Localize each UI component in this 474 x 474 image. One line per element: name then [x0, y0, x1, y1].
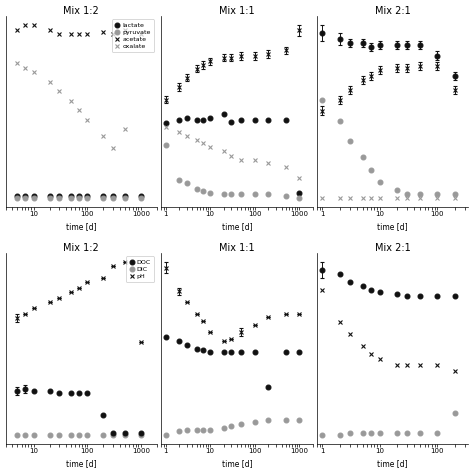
X-axis label: time [d]: time [d] [222, 222, 252, 231]
X-axis label: time [d]: time [d] [222, 459, 252, 468]
Title: Mix 2:1: Mix 2:1 [375, 6, 410, 16]
Legend: DOC, DIC, pH: DOC, DIC, pH [126, 256, 154, 282]
Title: Mix 2:1: Mix 2:1 [375, 243, 410, 253]
Title: Mix 1:2: Mix 1:2 [64, 6, 99, 16]
X-axis label: time [d]: time [d] [377, 459, 408, 468]
Title: Mix 1:1: Mix 1:1 [219, 243, 255, 253]
X-axis label: time [d]: time [d] [66, 222, 97, 231]
X-axis label: time [d]: time [d] [377, 222, 408, 231]
Title: Mix 1:1: Mix 1:1 [219, 6, 255, 16]
X-axis label: time [d]: time [d] [66, 459, 97, 468]
Legend: lactate, pyruvate, acetate, oxalate: lactate, pyruvate, acetate, oxalate [112, 19, 154, 52]
Title: Mix 1:2: Mix 1:2 [64, 243, 99, 253]
